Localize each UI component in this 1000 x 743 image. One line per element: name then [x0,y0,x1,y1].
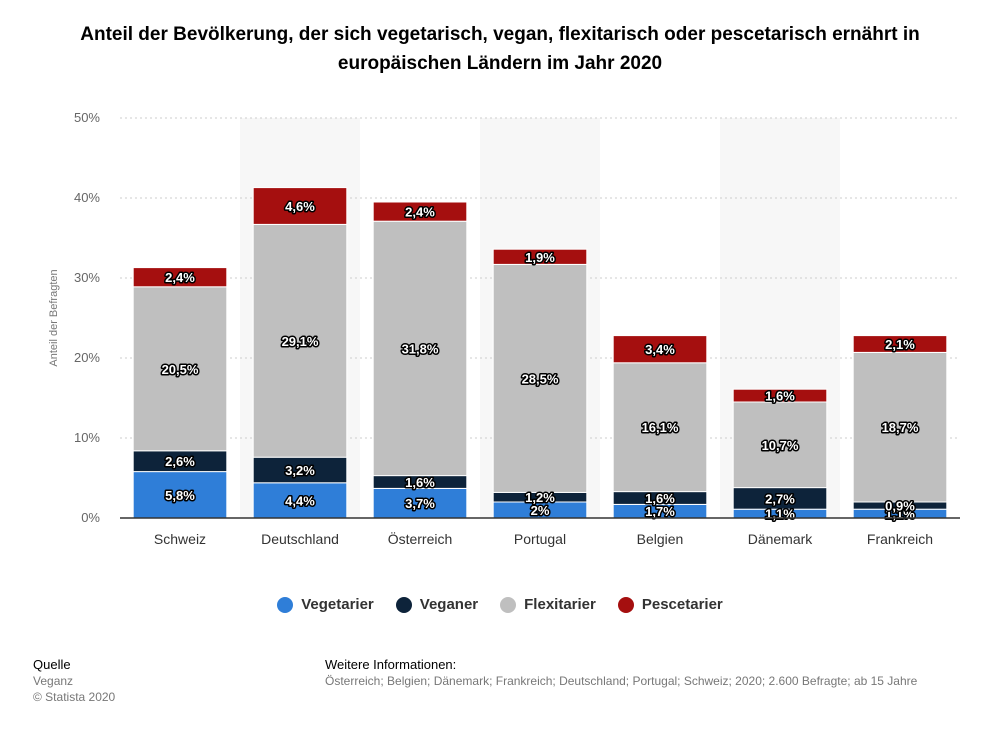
y-tick-label: 30% [74,270,100,285]
data-labels: 5,8% 2,6% 20,5% 2,4% 4,4% 3,2% 29,1% 4,6% 3,7% 1,… [160,198,920,524]
data-label: 2,4% [165,270,195,285]
legend-item[interactable]: Flexitarier [500,596,596,613]
chart-title: Anteil der Bevölkerung, der sich vegetar… [80,24,920,74]
data-label: 16,1% [642,420,679,435]
legend-marker-icon [395,596,412,613]
data-label: 31,8% [402,341,439,356]
x-tick-label: Belgien [637,531,684,547]
copyright: © Statista 2020 [33,690,116,704]
y-axis: 0% 10% 20% 30% 40% 50% [74,110,100,525]
y-tick-label: 20% [74,350,100,365]
source-heading: Quelle [33,657,71,672]
data-label: 1,1% [765,507,795,522]
data-label: 29,1% [282,334,319,349]
data-label: 3,2% [285,463,315,478]
legend-label: Veganer [419,596,479,613]
legend-label: Pescetarier [641,596,723,613]
bar-segment [852,351,948,503]
data-label: 18,7% [882,420,919,435]
y-tick-label: 50% [74,110,100,125]
data-label: 10,7% [762,438,799,453]
footer-source: Quelle Veganz © Statista 2020 [33,657,115,705]
data-label: 2,1% [885,337,915,352]
data-label: 2% [531,503,550,518]
data-label: 2,6% [165,454,195,469]
footer-info: Weitere Informationen: Österreich; Belgi… [325,657,917,689]
data-label: 1,7% [645,504,675,519]
data-label: 5,8% [165,488,195,503]
bar-segment [252,482,348,519]
stacked-bar-chart: 0% 10% 20% 30% 40% 50% 5,8% 2,6% 20,5% 2,4% 4,4% 3… [48,110,960,547]
data-label: 3,4% [645,342,675,357]
info-text: Österreich; Belgien; Dänemark; Frankreic… [325,674,918,688]
bar-segment [252,187,348,225]
data-label: 2,4% [405,205,435,220]
bar-segment [732,388,828,403]
bar-segment [372,201,468,222]
data-label: 0,9% [885,499,915,514]
y-axis-label: Anteil der Befragten [48,269,60,366]
legend-item[interactable]: Vegetarier [277,596,374,613]
data-label: 1,9% [525,250,555,265]
bar-segment [612,362,708,493]
data-label: 1,6% [645,491,675,506]
legend-marker-icon [617,596,634,613]
x-tick-label: Schweiz [154,531,206,547]
x-tick-label: Deutschland [261,531,339,547]
legend-item[interactable]: Pescetarier [617,596,723,613]
data-label: 2,7% [765,491,795,506]
bar-segment [132,286,228,452]
legend-marker-icon [500,596,517,613]
x-tick-label: Österreich [388,530,453,547]
legend-marker-icon [277,596,294,613]
legend-label: Flexitarier [524,596,596,613]
y-tick-label: 40% [74,190,100,205]
bar-segment [612,335,708,364]
x-tick-label: Portugal [514,531,566,547]
data-label: 20,5% [162,362,199,377]
bar-segment [492,248,588,265]
bar-segment [372,487,468,519]
data-label: 1,6% [405,475,435,490]
data-label: 4,4% [285,493,315,508]
bar-segment [252,223,348,458]
x-tick-label: Frankreich [867,531,933,547]
bar-segment [852,335,948,353]
info-heading: Weitere Informationen: [325,657,457,672]
data-label: 1,2% [525,490,555,505]
source-name: Veganz [33,674,74,688]
bar-segment [132,267,228,288]
legend: Vegetarier Veganer Flexitarier Pescetarier [0,596,1000,613]
bar-segment [492,263,588,493]
data-label: 4,6% [285,199,315,214]
data-label: 3,7% [405,496,435,511]
bars [132,187,948,519]
bar-segment [252,456,348,484]
y-tick-label: 10% [74,430,100,445]
data-label: 28,5% [522,371,559,386]
x-axis: Schweiz Deutschland Österreich Portugal Belg… [120,517,960,547]
bar-segment [732,401,828,489]
data-label: 1,6% [765,389,795,404]
legend-item[interactable]: Veganer [395,596,479,613]
bar-segment [372,220,468,477]
legend-label: Vegetarier [301,596,374,613]
x-tick-label: Dänemark [748,531,814,547]
y-tick-label: 0% [81,510,100,525]
